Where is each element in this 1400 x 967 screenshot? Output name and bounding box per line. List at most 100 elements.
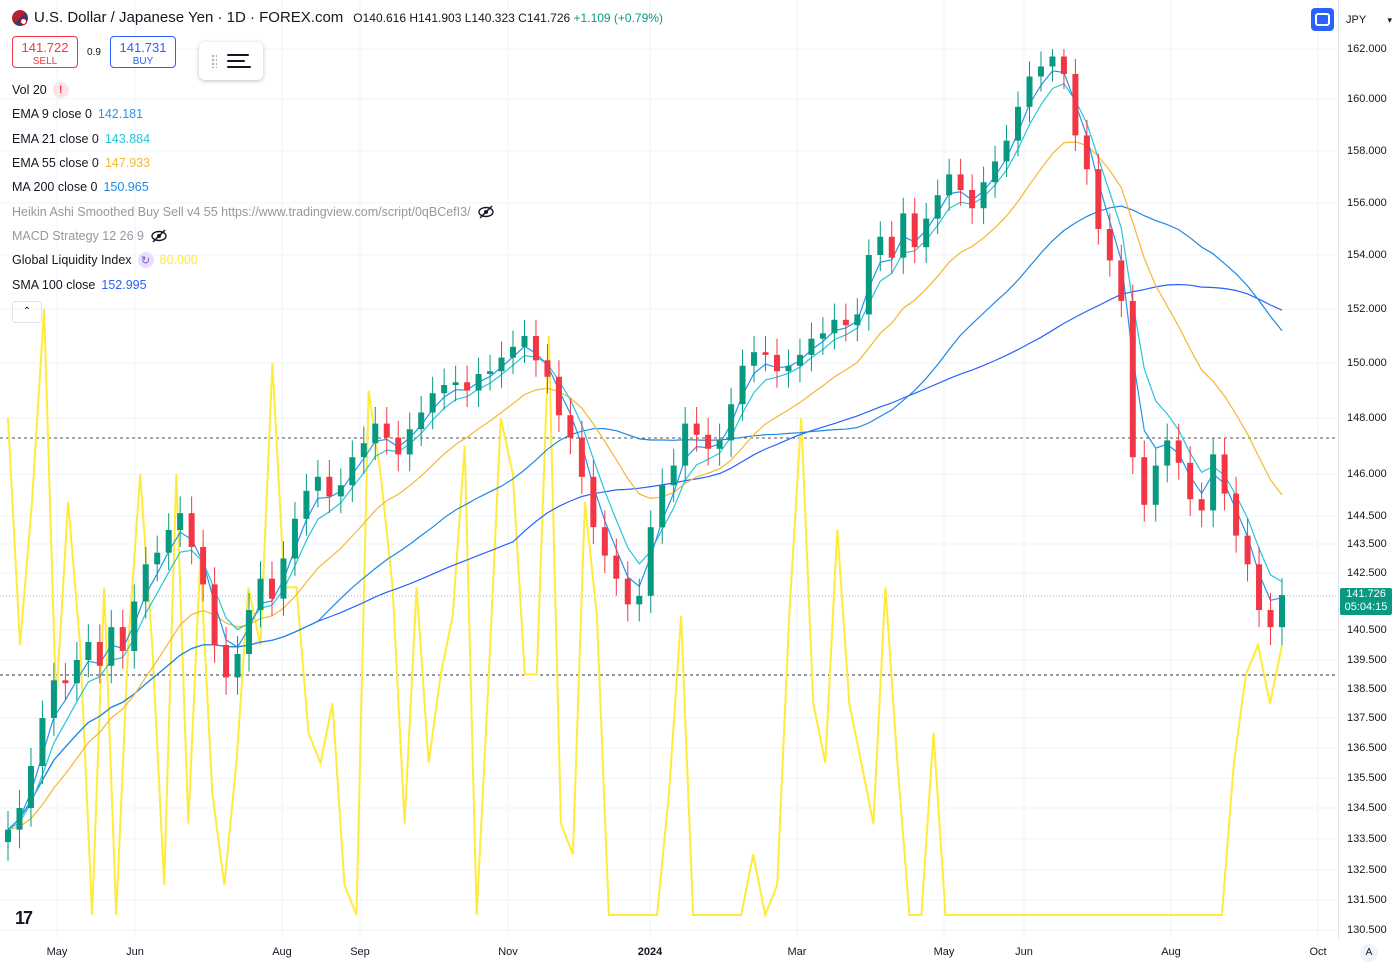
time-tick: Jun (126, 946, 144, 958)
ma200-label: MA 200 close 0 (12, 180, 98, 195)
candle-body (1095, 169, 1102, 229)
current-price: 141.726 (1346, 588, 1386, 600)
price-chart[interactable] (0, 0, 1338, 938)
drag-handle-icon[interactable] (211, 54, 217, 68)
candle-body (291, 518, 298, 559)
candle-body (946, 174, 953, 196)
legend-row-ema21[interactable]: EMA 21 close 0 143.884 (12, 127, 495, 151)
price-tick: 133.500 (1347, 833, 1387, 845)
candle-body (900, 213, 907, 258)
time-tick: Jun (1015, 946, 1033, 958)
candle-body (1244, 535, 1251, 565)
legend-row-ema9[interactable]: EMA 9 close 0 142.181 (12, 102, 495, 126)
change-value: +1.109 (+0.79%) (573, 10, 663, 25)
candle-body (693, 423, 700, 435)
price-tick: 156.000 (1347, 197, 1387, 209)
time-tick: Aug (272, 946, 292, 958)
sell-button[interactable]: 141.722 SELL (12, 36, 78, 68)
auto-scale-button[interactable]: A (1360, 944, 1378, 962)
candle-body (188, 513, 195, 547)
close-value: C141.726 (518, 10, 571, 25)
candle-body (911, 213, 918, 248)
legend-row-heikin[interactable]: Heikin Ashi Smoothed Buy Sell v4 55 http… (12, 199, 495, 223)
legend-row-sma100[interactable]: SMA 100 close 152.995 (12, 272, 495, 296)
candle-body (1072, 74, 1079, 136)
time-axis[interactable]: May Jun Aug Sep Nov 2024 Mar May Jun Aug Oct (0, 938, 1338, 967)
symbol-title[interactable]: U.S. Dollar / Japanese Yen · 1D · FOREX.… (34, 9, 344, 26)
candle-body (223, 645, 230, 678)
candle-body (1175, 440, 1182, 463)
price-tick: 143.500 (1347, 538, 1387, 550)
candle-body (406, 429, 413, 455)
ema9-line (7, 70, 1283, 831)
legend-row-ma200[interactable]: MA 200 close 0 150.965 (12, 175, 495, 199)
candle-body (119, 627, 126, 651)
candle-body (705, 434, 712, 449)
ma200-line (7, 205, 1283, 831)
price-tick: 146.000 (1347, 468, 1387, 480)
price-tick: 131.500 (1347, 894, 1387, 906)
sell-price: 141.722 (21, 40, 69, 55)
warning-icon[interactable]: ! (52, 82, 69, 99)
candle-body (1118, 260, 1125, 301)
candle-body (383, 423, 390, 438)
candle-body (349, 457, 356, 486)
time-tick: Mar (787, 946, 807, 958)
candle-body (877, 236, 884, 255)
candle-body (659, 485, 666, 528)
loading-icon: ↻ (137, 252, 154, 269)
legend-row-macd[interactable]: MACD Strategy 12 26 9 (12, 224, 495, 248)
candle-body (395, 437, 402, 455)
candle-body (785, 365, 792, 372)
hidden-eye-icon[interactable] (477, 205, 495, 219)
settings-button[interactable] (1311, 8, 1334, 31)
legend-row-gli[interactable]: Global Liquidity Index ↻ 80.000 (12, 248, 495, 272)
candle-body (1129, 300, 1136, 458)
time-tick: May (46, 946, 68, 958)
settings-icon (1315, 13, 1330, 26)
candle-body (39, 718, 46, 766)
tradingview-logo-icon[interactable]: 17 (15, 908, 33, 928)
object-tree-button[interactable] (199, 42, 263, 80)
candle-body (510, 346, 517, 358)
high-value: H141.903 (409, 10, 462, 25)
hidden-eye-icon[interactable] (150, 229, 168, 243)
candle-body (73, 660, 80, 684)
candle-body (211, 584, 218, 645)
candle-body (1279, 595, 1285, 628)
candle-body (1164, 440, 1171, 466)
candle-body (200, 546, 207, 585)
candle-body (532, 336, 539, 361)
legend-row-vol[interactable]: Vol 20 ! (12, 78, 495, 102)
legend-row-ema55[interactable]: EMA 55 close 0 147.933 (12, 151, 495, 175)
candle-body (831, 319, 838, 334)
countdown: 05:04:15 (1344, 601, 1388, 613)
current-price-tag: 141.726 05:04:15 (1340, 588, 1392, 615)
candle-body (670, 465, 677, 486)
price-tick: 132.500 (1347, 864, 1387, 876)
candle-body (165, 530, 172, 553)
buy-button[interactable]: 141.731 BUY (110, 36, 176, 68)
candle-body (865, 255, 872, 315)
currency-select[interactable]: JPY ▾ (1340, 9, 1398, 31)
candle-body (5, 829, 11, 843)
time-tick: Sep (350, 946, 370, 958)
chart-area[interactable] (0, 0, 1339, 939)
candle-body (418, 412, 425, 430)
candle-body (464, 382, 471, 391)
symbol-header: U.S. Dollar / Japanese Yen · 1D · FOREX.… (12, 9, 663, 26)
indicator-legend: Vol 20 ! EMA 9 close 0 142.181 EMA 21 cl… (12, 78, 495, 323)
candle-body (751, 352, 758, 366)
candle-body (326, 476, 333, 497)
candle-body (131, 601, 138, 651)
price-tick: 138.500 (1347, 683, 1387, 695)
candle-body (578, 437, 585, 477)
heikin-label: Heikin Ashi Smoothed Buy Sell v4 55 http… (12, 204, 471, 219)
collapse-legend-button[interactable]: ⌃ (12, 300, 42, 323)
candle-body (280, 558, 287, 599)
candle-body (177, 513, 184, 530)
candle-body (842, 319, 849, 326)
candle-body (613, 555, 620, 579)
price-axis[interactable]: 162.000 160.000 158.000 156.000 154.000 152.0… (1339, 0, 1400, 938)
candle-body (992, 161, 999, 183)
